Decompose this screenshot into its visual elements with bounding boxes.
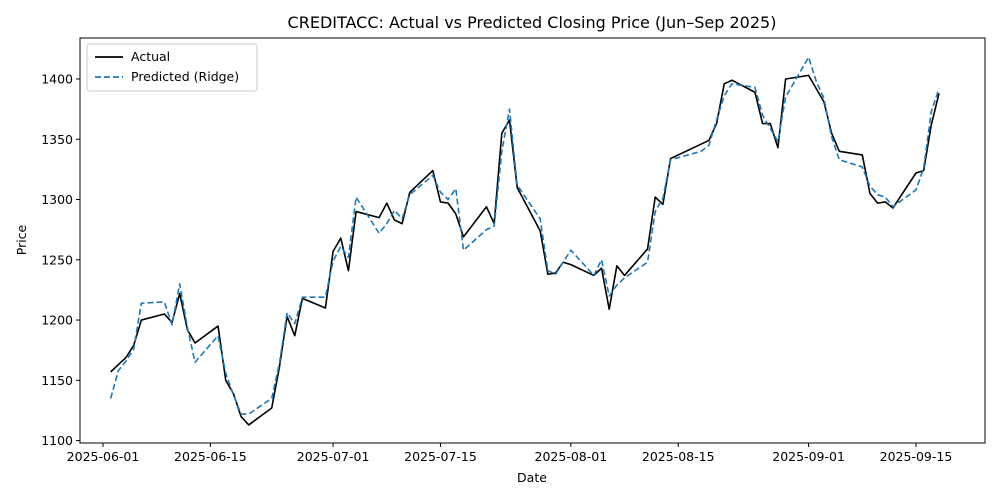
y-tick-label: 1100 <box>41 433 73 448</box>
y-tick-label: 1350 <box>41 132 73 147</box>
series-group <box>109 56 940 426</box>
legend: Actual Predicted (Ridge) <box>86 43 258 92</box>
y-tick-label: 1300 <box>41 192 73 207</box>
chart-title: CREDITACC: Actual vs Predicted Closing P… <box>288 13 777 32</box>
y-tick-label: 1400 <box>41 71 73 86</box>
x-axis: 2025-06-01 2025-06-15 2025-07-01 2025-07-15… <box>67 443 953 464</box>
legend-predicted-label: Predicted (Ridge) <box>131 69 239 84</box>
series-predicted-line <box>109 56 940 415</box>
x-tick-label: 2025-07-15 <box>404 449 477 464</box>
x-tick-label: 2025-06-01 <box>67 449 140 464</box>
y-tick-label: 1250 <box>41 252 73 267</box>
legend-actual-label: Actual <box>131 49 170 64</box>
plot-area: 2025-06-01 2025-06-15 2025-07-01 2025-07-15… <box>41 37 986 464</box>
y-axis-label: Price <box>14 224 29 255</box>
y-tick-label: 1150 <box>41 373 73 388</box>
x-tick-label: 2025-08-15 <box>642 449 715 464</box>
x-tick-label: 2025-07-01 <box>297 449 370 464</box>
x-tick-label: 2025-08-01 <box>535 449 608 464</box>
x-tick-label: 2025-09-01 <box>772 449 845 464</box>
x-axis-label: Date <box>517 470 547 485</box>
x-tick-label: 2025-06-15 <box>174 449 247 464</box>
x-tick-label: 2025-09-15 <box>880 449 953 464</box>
series-actual-line <box>110 74 940 426</box>
y-axis: 1100 1150 1200 1250 1300 1350 1400 <box>41 71 80 448</box>
legend-box <box>86 43 258 92</box>
y-tick-label: 1200 <box>41 313 73 328</box>
plot-frame <box>79 37 986 444</box>
